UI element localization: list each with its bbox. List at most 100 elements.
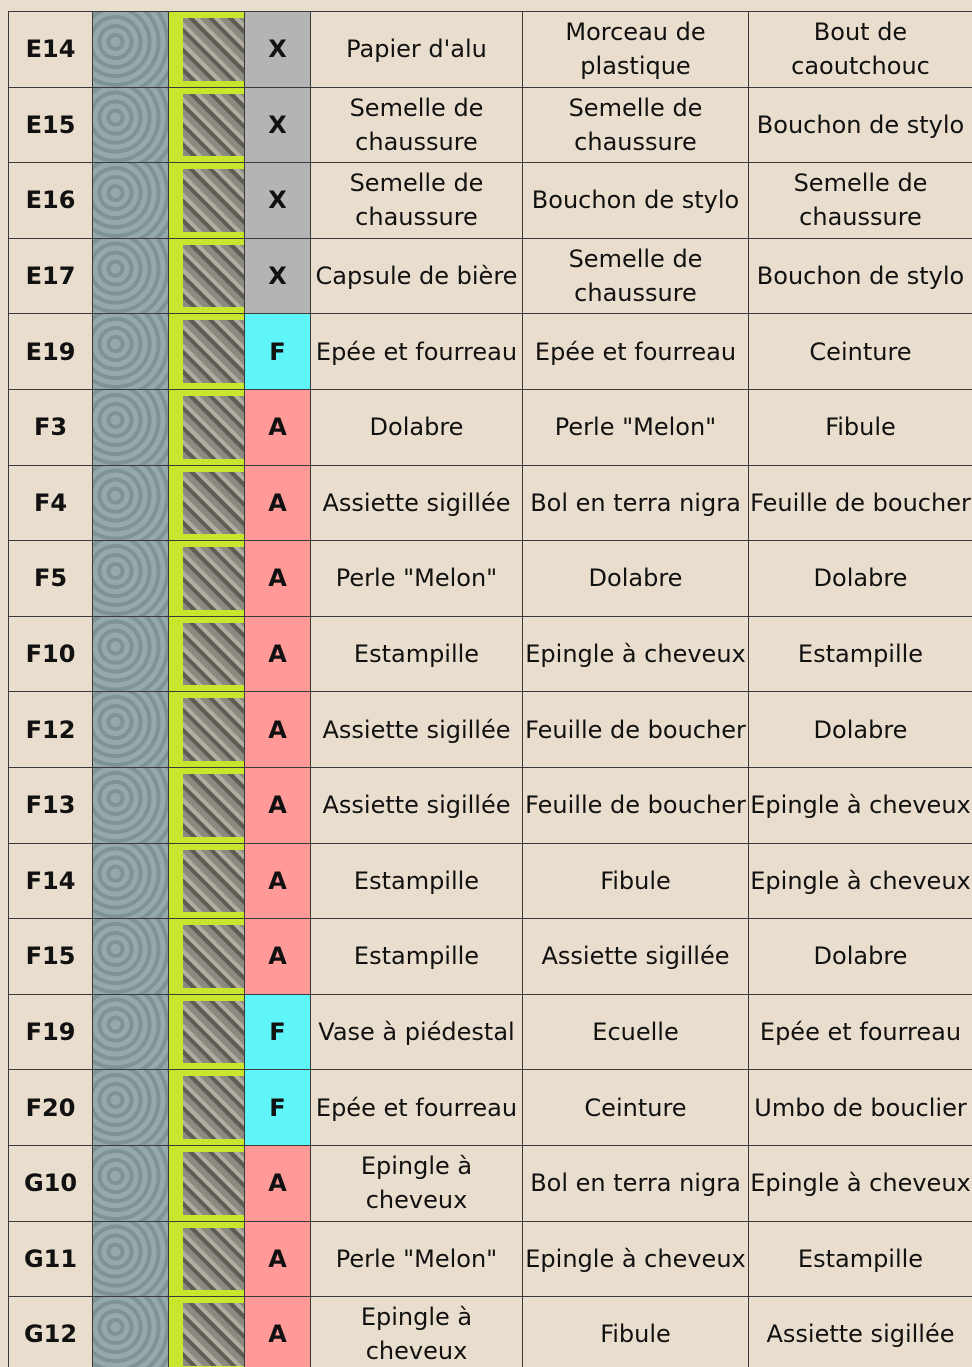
stone-tile [92,540,169,617]
item-name: Assiette sigillée [748,1296,972,1367]
map-tile [168,11,245,88]
type-badge: X [244,86,311,164]
item-name: Epingle à cheveux [522,1220,749,1298]
map-tile [168,615,245,693]
row-id: F19 [8,993,93,1071]
stone-tile [92,615,169,693]
item-name: Ceinture [748,313,972,390]
row-id: F13 [8,767,93,844]
item-name: Dolabre [748,691,972,768]
map-tile [168,86,245,164]
stone-tile [92,1296,169,1367]
stone-tile [92,162,169,239]
map-tile [168,993,245,1071]
row-id: F4 [8,464,93,542]
item-name: Epingle à cheveux [748,767,972,844]
map-tile [168,691,245,768]
stone-tile [92,1069,169,1146]
item-name: Feuille de boucher [522,691,749,768]
map-tile [168,389,245,466]
item-name: Fibule [522,1296,749,1367]
stone-tile [92,237,169,315]
map-tile [168,1220,245,1298]
stone-tile [92,993,169,1071]
item-name: Epingle à cheveux [310,1296,523,1367]
type-badge: A [244,540,311,617]
stone-tile [92,86,169,164]
item-name: Bouchon de stylo [748,86,972,164]
item-name: Assiette sigillée [522,918,749,995]
row-id: E19 [8,313,93,390]
type-badge: X [244,162,311,239]
item-name: Perle "Melon" [522,389,749,466]
map-tile [168,237,245,315]
item-name: Dolabre [748,540,972,617]
stone-tile [92,313,169,390]
item-name: Perle "Melon" [310,540,523,617]
row-id: F3 [8,389,93,466]
stone-tile [92,918,169,995]
item-name: Estampille [748,1220,972,1298]
stone-tile [92,1220,169,1298]
item-name: Bouchon de stylo [522,162,749,239]
type-badge: F [244,313,311,390]
map-tile [168,1069,245,1146]
row-id: G11 [8,1220,93,1298]
item-name: Dolabre [748,918,972,995]
item-name: Epingle à cheveux [522,615,749,693]
type-badge: A [244,918,311,995]
item-name: Dolabre [522,540,749,617]
stone-tile [92,1145,169,1222]
stone-tile [92,691,169,768]
type-badge: A [244,1145,311,1222]
stone-tile [92,842,169,920]
item-name: Epée et fourreau [522,313,749,390]
item-name: Fibule [522,842,749,920]
type-badge: F [244,1069,311,1146]
type-badge: F [244,993,311,1071]
row-id: F5 [8,540,93,617]
item-name: Morceau de plastique [522,11,749,88]
item-name: Epingle à cheveux [748,842,972,920]
item-name: Epée et fourreau [310,1069,523,1146]
item-name: Vase à piédestal [310,993,523,1071]
type-badge: A [244,1296,311,1367]
item-name: Fibule [748,389,972,466]
item-name: Epingle à cheveux [748,1145,972,1222]
item-name: Assiette sigillée [310,767,523,844]
map-tile [168,313,245,390]
item-name: Bol en terra nigra [522,464,749,542]
item-name: Estampille [310,842,523,920]
map-tile [168,767,245,844]
item-name: Perle "Melon" [310,1220,523,1298]
item-name: Feuille de boucher [748,464,972,542]
row-id: E15 [8,86,93,164]
type-badge: A [244,691,311,768]
item-name: Bout de caoutchouc [748,11,972,88]
row-id: G12 [8,1296,93,1367]
item-name: Ceinture [522,1069,749,1146]
stone-tile [92,11,169,88]
type-badge: A [244,842,311,920]
item-name: Ecuelle [522,993,749,1071]
map-tile [168,842,245,920]
item-name: Semelle de chaussure [522,86,749,164]
row-id: F10 [8,615,93,693]
row-id: E14 [8,11,93,88]
type-badge: A [244,615,311,693]
item-name: Bouchon de stylo [748,237,972,315]
item-name: Semelle de chaussure [522,237,749,315]
stone-tile [92,389,169,466]
type-badge: A [244,767,311,844]
row-id: F15 [8,918,93,995]
item-name: Epée et fourreau [310,313,523,390]
type-badge: A [244,1220,311,1298]
item-name: Assiette sigillée [310,691,523,768]
stone-tile [92,767,169,844]
item-name: Dolabre [310,389,523,466]
item-name: Semelle de chaussure [310,86,523,164]
item-name: Bol en terra nigra [522,1145,749,1222]
row-id: E16 [8,162,93,239]
map-tile [168,540,245,617]
